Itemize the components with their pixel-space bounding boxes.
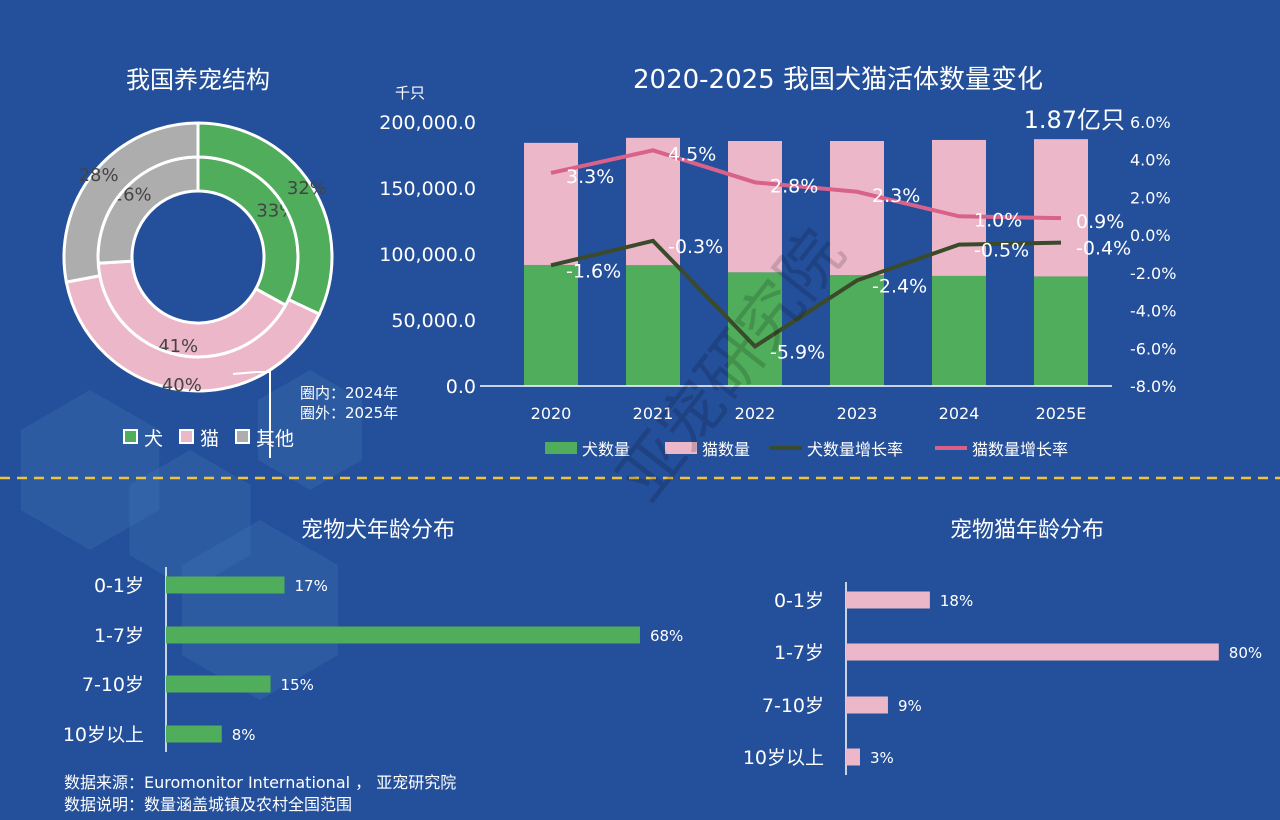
category-label: 0-1岁: [94, 575, 144, 597]
data-label: -0.4%: [1076, 238, 1131, 260]
y-tick-label: 100,000.0: [379, 244, 476, 266]
bar-cat: [1034, 139, 1088, 277]
data-label: -5.9%: [770, 341, 825, 363]
hbar: [166, 626, 640, 644]
y-tick-label: 150,000.0: [379, 178, 476, 200]
data-label: 80%: [1229, 644, 1262, 662]
ring-note: 圈内：2024年: [300, 384, 398, 402]
donut-title: 我国养宠结构: [126, 66, 270, 94]
y-tick-label: 50,000.0: [391, 310, 476, 332]
data-label: 9%: [898, 697, 922, 715]
data-label: 4.5%: [668, 143, 716, 165]
category-label: 7-10岁: [82, 674, 144, 696]
hbar: [166, 675, 271, 693]
data-label: -2.4%: [872, 275, 927, 297]
data-label: 3.3%: [566, 166, 614, 188]
data-label: 1.0%: [974, 209, 1022, 231]
y2-tick-label: -2.0%: [1130, 264, 1176, 283]
hbar-title: 宠物犬年龄分布: [301, 518, 455, 543]
category-label: 1-7岁: [94, 625, 144, 647]
leader-line: [232, 371, 271, 458]
data-label: 2.3%: [872, 185, 920, 207]
bar-cat: [830, 141, 884, 276]
bar-dog: [626, 265, 680, 386]
legend-label: 其他: [256, 428, 294, 450]
line-cat-growth: [550, 148, 1062, 221]
legend-swatch: [545, 442, 577, 454]
hbar-title: 宠物猫年龄分布: [950, 518, 1104, 543]
y2-tick-label: -8.0%: [1130, 377, 1176, 396]
y2-tick-label: 0.0%: [1130, 226, 1171, 245]
bar-cat: [524, 142, 578, 265]
y-axis-unit: 千只: [395, 84, 425, 102]
data-label: 0.9%: [1076, 211, 1124, 233]
data-label: 3%: [870, 749, 894, 767]
donut-label: 40%: [162, 375, 202, 396]
y2-tick-label: 2.0%: [1130, 188, 1171, 207]
decor-hexagon: [182, 520, 338, 700]
data-label: 2.8%: [770, 175, 818, 197]
bar-dog: [524, 264, 578, 386]
hbar: [166, 576, 285, 594]
legend-swatch: [179, 429, 194, 444]
data-label: 68%: [650, 627, 683, 645]
x-tick-label: 2022: [735, 404, 776, 423]
legend-swatch: [665, 442, 697, 454]
combo-title: 2020-2025 我国犬猫活体数量变化: [633, 65, 1043, 95]
hbar: [846, 696, 888, 714]
decor-hexagon: [129, 450, 251, 590]
bar-dog: [1034, 276, 1088, 386]
hbar: [846, 591, 930, 609]
category-label: 1-7岁: [774, 642, 824, 664]
category-label: 10岁以上: [743, 747, 824, 769]
hbar: [846, 643, 1219, 661]
bar-dog: [932, 275, 986, 386]
bar-cat: [932, 139, 986, 276]
footer-note: 数据来源：Euromonitor International ， 亚宠研究院: [64, 773, 456, 792]
y2-tick-label: 4.0%: [1130, 151, 1171, 170]
x-tick-label: 2020: [531, 404, 572, 423]
decor-hexagon: [258, 370, 362, 490]
data-label: 8%: [232, 726, 256, 744]
y-tick-label: 0.0: [446, 376, 476, 398]
legend-label: 猫数量增长率: [972, 440, 1068, 459]
legend-label: 猫数量: [702, 440, 750, 459]
data-label: 17%: [294, 577, 327, 595]
legend-label: 犬: [144, 428, 163, 450]
footer-note: 数据说明：数量涵盖城镇及农村全国范围: [64, 795, 352, 814]
legend-label: 猫: [200, 428, 219, 450]
x-tick-label: 2024: [939, 404, 980, 423]
y-tick-label: 200,000.0: [379, 112, 476, 134]
y2-tick-label: 6.0%: [1130, 113, 1171, 132]
category-label: 10岁以上: [63, 724, 144, 746]
data-label: 15%: [281, 676, 314, 694]
donut-label: 28%: [79, 165, 119, 186]
line-dog-growth: [550, 238, 1062, 349]
ring-note: 圈外：2025年: [300, 404, 398, 422]
legend-swatch: [123, 429, 138, 444]
legend-label: 犬数量: [582, 440, 630, 459]
legend-label: 犬数量增长率: [807, 440, 903, 459]
data-label: 18%: [940, 592, 973, 610]
hbar: [846, 748, 860, 766]
data-label: -0.5%: [974, 240, 1029, 262]
legend-swatch: [235, 429, 250, 444]
bar-cat: [728, 141, 782, 273]
data-label: -0.3%: [668, 236, 723, 258]
donut-slice-outer: [62, 121, 200, 284]
x-tick-label: 2023: [837, 404, 878, 423]
y2-tick-label: -4.0%: [1130, 302, 1176, 321]
y2-tick-label: -6.0%: [1130, 339, 1176, 358]
category-label: 7-10岁: [762, 695, 824, 717]
data-label: -1.6%: [566, 260, 621, 282]
x-tick-label: 2021: [633, 404, 674, 423]
total-annotation: 1.87亿只: [1024, 106, 1125, 134]
category-label: 0-1岁: [774, 590, 824, 612]
hbar: [166, 725, 222, 743]
x-tick-label: 2025E: [1036, 404, 1087, 423]
donut-label: 32%: [287, 178, 327, 199]
